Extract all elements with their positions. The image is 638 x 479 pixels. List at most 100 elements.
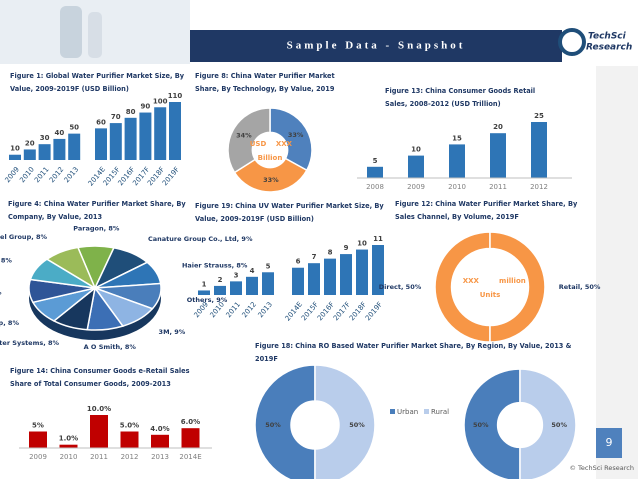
center-annotation: million <box>499 277 526 285</box>
bar <box>214 285 226 295</box>
copyright: © TechSci Research <box>569 464 634 472</box>
slice-label: Paragon, 8% <box>73 224 120 232</box>
center-annotation: USD <box>250 140 267 148</box>
bar <box>198 290 210 295</box>
slice-label: Midea Group, 8% <box>0 319 19 327</box>
bar <box>308 263 320 295</box>
bar <box>59 444 78 448</box>
x-tick-label: 2010 <box>18 165 36 184</box>
data-label: 5 <box>266 262 271 270</box>
slice-label: 33% <box>288 131 304 139</box>
center-annotation: Units <box>480 291 501 299</box>
bar <box>324 258 336 295</box>
bar <box>181 428 200 448</box>
data-label: 50 <box>69 124 79 132</box>
legend-label: Urban <box>397 408 418 416</box>
bar <box>38 144 51 160</box>
x-tick-label: 2013 <box>151 453 169 461</box>
slice-label: Qinyuan Group, 8% <box>0 288 2 296</box>
data-label: 90 <box>141 103 151 111</box>
data-label: 10 <box>411 146 421 154</box>
x-tick-label: 2011 <box>33 165 51 184</box>
data-label: 70 <box>111 113 121 121</box>
chart-title: Figure 8: China Water Purifier Market Sh… <box>195 72 335 93</box>
pie-slice <box>434 231 491 343</box>
x-tick-label: 2009 <box>407 183 425 191</box>
x-tick-label: 2010 <box>60 453 78 461</box>
slice-label: Direct, 50% <box>379 283 422 291</box>
chart-title: Figure 14: China Consumer Goods e-Retail… <box>10 367 190 388</box>
data-label: 10 <box>10 145 20 153</box>
x-tick-label: 2012 <box>48 165 66 184</box>
data-label: 4 <box>250 267 255 275</box>
slice-label: A O Smith, 8% <box>84 343 137 351</box>
legend-label: Rural <box>431 408 449 416</box>
bar <box>292 267 304 295</box>
bar <box>53 138 66 160</box>
data-label: 20 <box>493 123 503 131</box>
bar <box>139 112 152 160</box>
bar <box>151 434 169 448</box>
x-tick-label: 2013 <box>63 165 81 184</box>
data-label: 100 <box>153 97 168 105</box>
x-tick-label: 2009 <box>29 453 47 461</box>
bar <box>124 117 137 160</box>
chart-title: Figure 19: China UV Water Purifier Marke… <box>195 202 384 223</box>
slice-label: Canature Group Co., Ltd, 9% <box>148 235 253 243</box>
bar <box>29 431 47 448</box>
data-label: 60 <box>96 118 106 126</box>
legend-swatch <box>424 409 429 414</box>
bar <box>372 245 384 295</box>
bar <box>408 155 424 178</box>
data-label: 25 <box>534 112 544 120</box>
bar <box>262 272 274 295</box>
pie-slice <box>314 364 376 479</box>
pie-slice <box>269 107 313 172</box>
data-label: 80 <box>126 108 136 116</box>
slice-label: 50% <box>265 421 281 429</box>
pie-slice <box>489 231 546 343</box>
data-label: 10 <box>357 240 367 248</box>
data-label: 5.0% <box>120 422 139 430</box>
center-annotation: Billion <box>258 154 283 162</box>
x-tick-label: 2008 <box>366 183 384 191</box>
data-label: 15 <box>452 134 462 142</box>
page-title: Sample Data - Snapshot <box>287 40 466 52</box>
pie-slice <box>45 246 97 290</box>
bar <box>449 144 465 178</box>
bar <box>367 166 383 178</box>
slice-label: Litree Group, 8% <box>0 256 12 264</box>
x-tick-label: 2012 <box>530 183 548 191</box>
data-label: 7 <box>312 253 317 261</box>
bar <box>95 128 107 160</box>
data-label: 11 <box>373 235 383 243</box>
x-tick-label: 2010 <box>448 183 466 191</box>
bar <box>154 107 167 160</box>
side-strip <box>596 66 638 479</box>
data-label: 5% <box>32 422 44 430</box>
data-label: 5 <box>373 157 378 165</box>
slice-label: Haier Strauss, 8% <box>182 262 248 270</box>
x-tick-label: 2014E <box>179 453 201 461</box>
chart-title: Figure 18: China RO Based Water Purifier… <box>255 342 572 363</box>
x-tick-label: 2013 <box>256 300 274 319</box>
center-annotation: XXX <box>276 140 293 148</box>
bar <box>246 276 258 295</box>
chart-title: Figure 12: China Water Purifier Market S… <box>395 200 578 221</box>
chart-title: Figure 13: China Consumer Goods Retail S… <box>385 87 536 108</box>
page-number-box <box>596 428 622 458</box>
bar <box>109 123 122 160</box>
x-tick-label: 2009 <box>3 165 21 184</box>
slice-label: 50% <box>349 421 365 429</box>
slice-label: Retail, 50% <box>559 283 601 291</box>
bar <box>90 415 108 448</box>
data-label: 40 <box>55 129 65 137</box>
center-annotation: XXX <box>463 277 480 285</box>
slice-label: 33% <box>263 176 279 184</box>
pie-slice <box>227 107 271 174</box>
product-image <box>60 6 82 58</box>
page-number: 9 <box>606 436 613 449</box>
data-label: 1.0% <box>59 435 78 443</box>
data-label: 2 <box>218 276 223 284</box>
